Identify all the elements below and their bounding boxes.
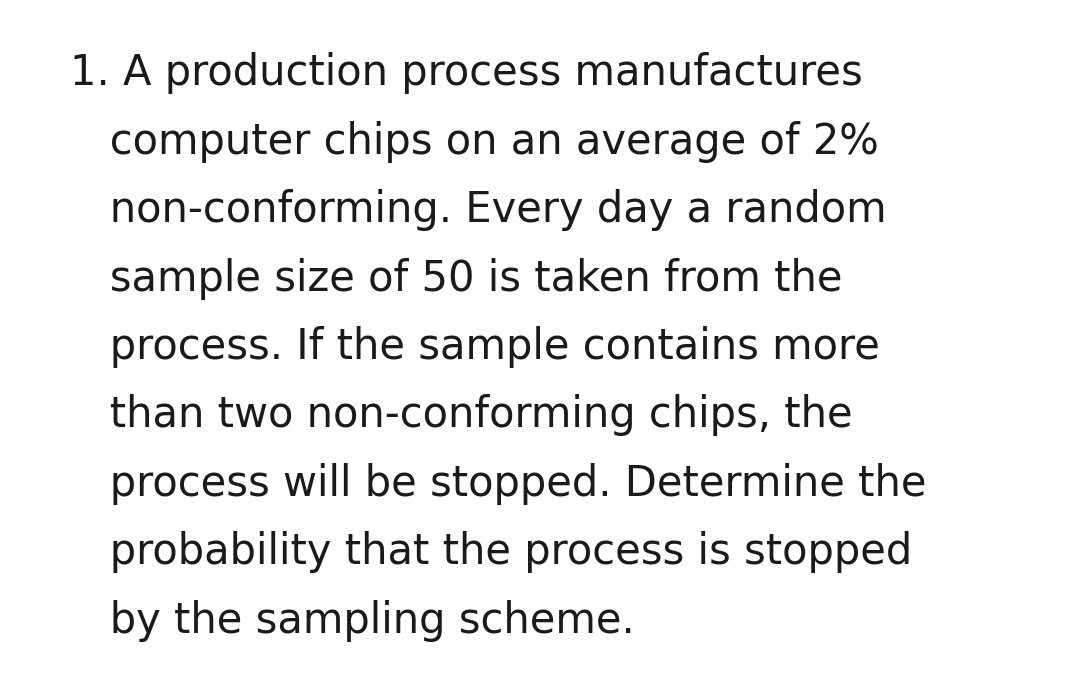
Text: computer chips on an average of 2%: computer chips on an average of 2% <box>70 121 879 163</box>
Text: than two non-conforming chips, the: than two non-conforming chips, the <box>70 394 853 436</box>
Text: sample size of 50 is taken from the: sample size of 50 is taken from the <box>70 258 842 299</box>
Text: 1. A production process manufactures: 1. A production process manufactures <box>70 52 863 94</box>
Text: probability that the process is stopped: probability that the process is stopped <box>70 531 913 573</box>
Text: by the sampling scheme.: by the sampling scheme. <box>70 600 635 641</box>
Text: process will be stopped. Determine the: process will be stopped. Determine the <box>70 463 927 505</box>
Text: process. If the sample contains more: process. If the sample contains more <box>70 326 880 368</box>
Text: non-conforming. Every day a random: non-conforming. Every day a random <box>70 189 887 231</box>
